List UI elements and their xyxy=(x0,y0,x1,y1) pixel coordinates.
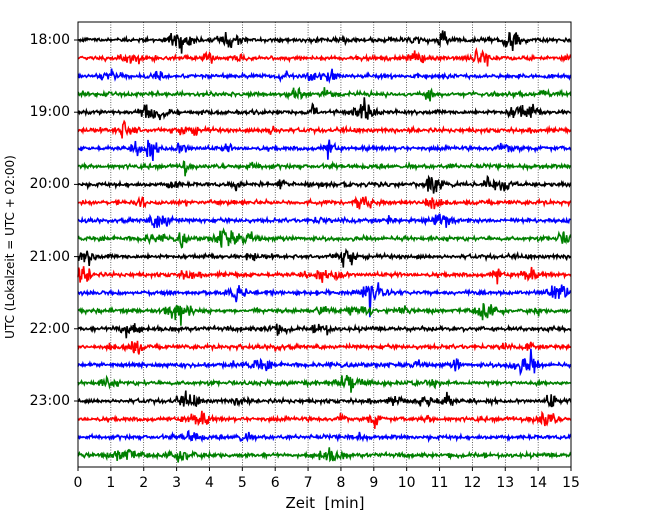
y-tick-label: 22:00 xyxy=(29,320,70,337)
seismogram-trace xyxy=(77,390,572,408)
x-tick-label: 0 xyxy=(73,475,83,491)
seismogram-trace xyxy=(77,447,572,463)
x-tick-label: 11 xyxy=(430,475,449,491)
seismogram-trace xyxy=(77,195,572,210)
x-tick-label: 13 xyxy=(496,475,515,491)
x-tick-label: 7 xyxy=(303,475,313,491)
seismogram-trace xyxy=(77,247,572,268)
seismogram-trace xyxy=(77,160,571,177)
seismogram-trace xyxy=(77,119,572,139)
seismogram-trace xyxy=(77,30,572,54)
x-axis-label: Zeit [min] xyxy=(285,494,365,512)
seismogram-trace xyxy=(77,282,572,318)
x-tick-label: 1 xyxy=(106,475,116,491)
seismogram-trace xyxy=(77,97,572,121)
x-tick-label: 9 xyxy=(369,475,379,491)
y-tick-label: 23:00 xyxy=(29,393,70,409)
seismogram-trace xyxy=(77,68,572,84)
x-tick-label: 15 xyxy=(562,475,580,491)
y-tick-label: 19:00 xyxy=(29,104,70,121)
seismogram-trace xyxy=(77,227,572,249)
seismogram-trace xyxy=(77,266,572,285)
x-tick-label: 8 xyxy=(336,475,346,491)
x-tick-label: 5 xyxy=(237,475,247,491)
x-tick-label: 12 xyxy=(463,475,482,491)
seismogram-trace xyxy=(77,323,572,339)
seismogram-trace xyxy=(77,348,572,377)
seismogram-trace xyxy=(77,47,572,67)
y-tick-label: 21:00 xyxy=(29,248,70,265)
x-tick-label: 3 xyxy=(172,475,182,491)
x-tick-label: 10 xyxy=(397,475,416,491)
plot-frame xyxy=(77,21,572,468)
seismogram-trace xyxy=(77,429,572,444)
x-tick-label: 4 xyxy=(204,475,214,491)
seismogram-trace xyxy=(77,374,572,393)
y-tick-label: 20:00 xyxy=(29,176,70,193)
x-tick-label: 2 xyxy=(139,475,149,491)
seismogram-trace xyxy=(77,302,572,326)
seismogram-trace xyxy=(77,139,572,162)
x-tick-label: 14 xyxy=(529,475,548,491)
x-tick-label: 6 xyxy=(270,475,280,491)
y-tick-label: 18:00 xyxy=(29,32,70,48)
seismogram-trace xyxy=(77,174,572,194)
seismogram-trace xyxy=(77,340,572,355)
seismogram-trace xyxy=(77,213,571,229)
seismogram-trace xyxy=(77,86,572,102)
seismogram-trace xyxy=(77,410,572,429)
